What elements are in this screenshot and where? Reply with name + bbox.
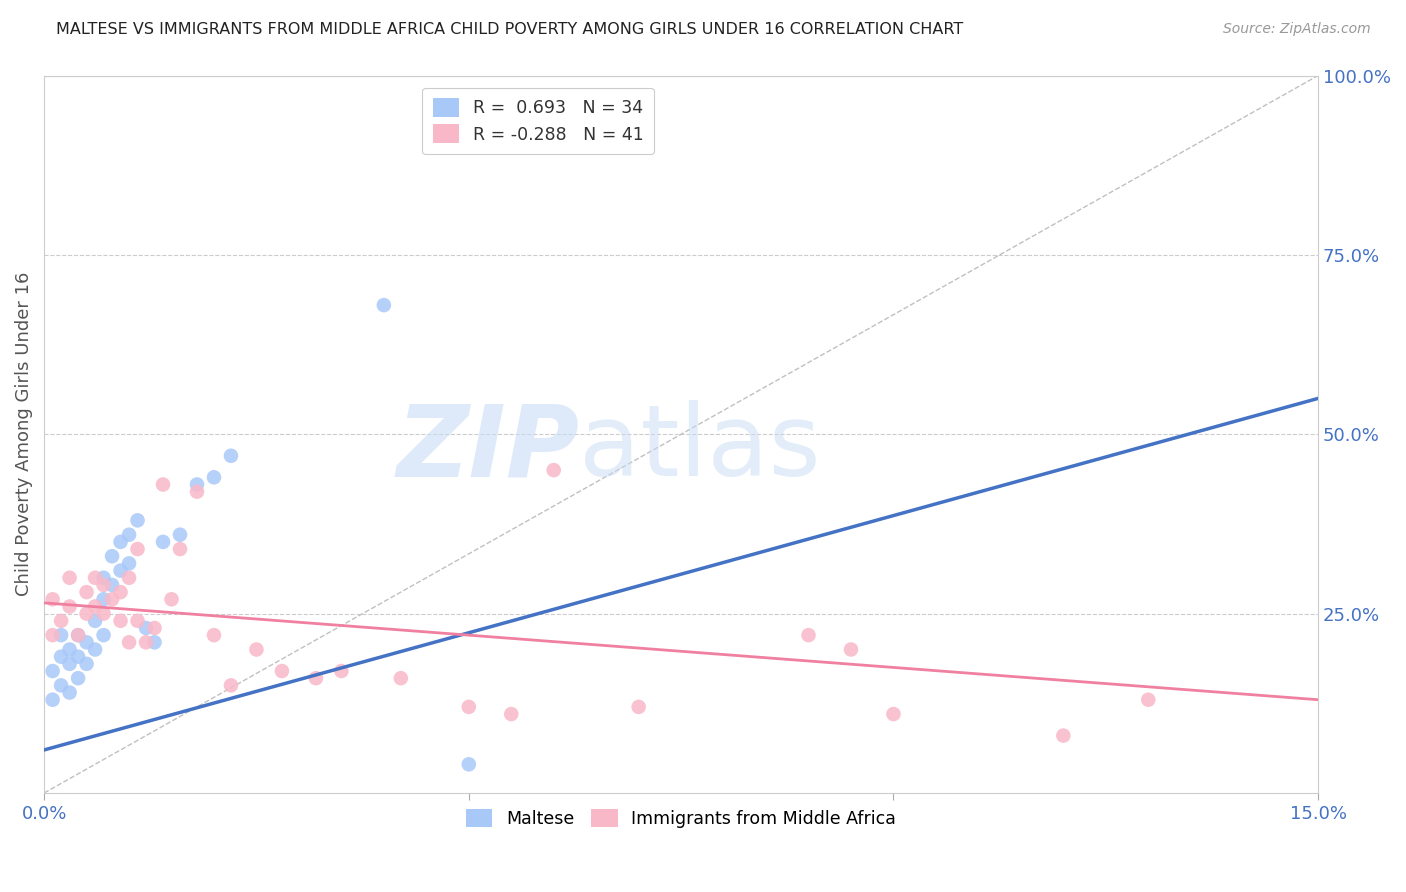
Point	[186, 477, 208, 491]
Point	[152, 534, 174, 549]
Point	[93, 578, 115, 592]
Point	[245, 642, 267, 657]
Text: ZIP: ZIP	[396, 401, 579, 497]
Text: Source: ZipAtlas.com: Source: ZipAtlas.com	[1223, 22, 1371, 37]
Point	[76, 657, 98, 671]
Point	[127, 614, 149, 628]
Point	[67, 649, 90, 664]
Point	[67, 628, 90, 642]
Point	[76, 585, 98, 599]
Point	[58, 571, 80, 585]
Point	[41, 692, 63, 706]
Point	[118, 557, 141, 571]
Point	[93, 592, 115, 607]
Point	[169, 527, 191, 541]
Point	[58, 599, 80, 614]
Point	[84, 642, 107, 657]
Point	[118, 571, 141, 585]
Point	[219, 678, 242, 692]
Point	[457, 699, 479, 714]
Point	[110, 585, 132, 599]
Point	[389, 671, 412, 685]
Point	[110, 534, 132, 549]
Point	[67, 628, 90, 642]
Point	[202, 628, 225, 642]
Point	[101, 578, 124, 592]
Point	[101, 592, 124, 607]
Point	[882, 707, 904, 722]
Point	[127, 542, 149, 557]
Point	[93, 607, 115, 621]
Point	[58, 685, 80, 699]
Legend: Maltese, Immigrants from Middle Africa: Maltese, Immigrants from Middle Africa	[458, 802, 903, 835]
Point	[84, 571, 107, 585]
Point	[135, 621, 157, 635]
Point	[76, 635, 98, 649]
Point	[305, 671, 328, 685]
Point	[49, 678, 72, 692]
Point	[219, 449, 242, 463]
Y-axis label: Child Poverty Among Girls Under 16: Child Poverty Among Girls Under 16	[15, 272, 32, 597]
Point	[457, 757, 479, 772]
Point	[501, 707, 523, 722]
Point	[101, 549, 124, 564]
Text: MALTESE VS IMMIGRANTS FROM MIDDLE AFRICA CHILD POVERTY AMONG GIRLS UNDER 16 CORR: MALTESE VS IMMIGRANTS FROM MIDDLE AFRICA…	[56, 22, 963, 37]
Point	[1137, 692, 1160, 706]
Point	[84, 599, 107, 614]
Point	[93, 628, 115, 642]
Point	[76, 607, 98, 621]
Point	[1052, 729, 1074, 743]
Point	[143, 621, 166, 635]
Point	[169, 542, 191, 557]
Point	[49, 649, 72, 664]
Point	[373, 298, 395, 312]
Point	[118, 635, 141, 649]
Point	[543, 463, 565, 477]
Point	[49, 614, 72, 628]
Point	[110, 614, 132, 628]
Point	[58, 657, 80, 671]
Point	[41, 664, 63, 678]
Point	[58, 642, 80, 657]
Point	[84, 614, 107, 628]
Point	[41, 628, 63, 642]
Text: atlas: atlas	[579, 401, 821, 497]
Point	[797, 628, 820, 642]
Point	[93, 571, 115, 585]
Point	[186, 484, 208, 499]
Point	[152, 477, 174, 491]
Point	[49, 628, 72, 642]
Point	[135, 635, 157, 649]
Point	[41, 592, 63, 607]
Point	[143, 635, 166, 649]
Point	[160, 592, 183, 607]
Point	[839, 642, 862, 657]
Point	[202, 470, 225, 484]
Point	[127, 513, 149, 527]
Point	[627, 699, 650, 714]
Point	[110, 564, 132, 578]
Point	[330, 664, 353, 678]
Point	[271, 664, 294, 678]
Point	[118, 527, 141, 541]
Point	[67, 671, 90, 685]
